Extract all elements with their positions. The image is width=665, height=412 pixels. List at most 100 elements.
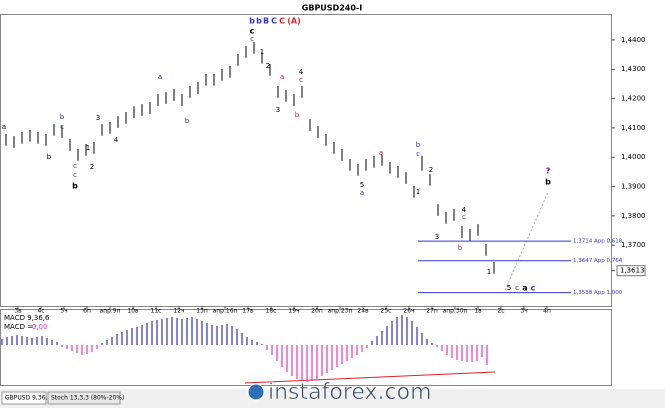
wave-label: B (263, 17, 269, 26)
y-tick-label: 1,4300 (621, 65, 646, 73)
level-label-bg (571, 256, 611, 265)
x-tick-label: апр.30п (443, 308, 468, 315)
x-tick-label: 18с (266, 308, 277, 315)
tab-bar (0, 389, 665, 408)
x-tick-label: 20п (311, 308, 323, 315)
tab-label[interactable]: GBPUSD 9,36,6 (5, 395, 51, 402)
wave-label: c (299, 76, 303, 84)
x-tick-label: 12ч (173, 308, 184, 315)
wave-label: c (531, 284, 536, 293)
wave-label: 1 (487, 268, 491, 276)
wave-label: b (47, 153, 52, 161)
macd-value-name: MACD = (4, 323, 33, 331)
wave-label: a (379, 149, 383, 157)
level-label: 1,3714 App 0,618 (573, 239, 623, 245)
x-tick-label: 19ч (288, 308, 299, 315)
x-tick-label: 24в (357, 308, 369, 315)
wave-label: a (158, 73, 162, 81)
wave-label: C (279, 17, 285, 26)
wave-label: c (60, 123, 64, 131)
wave-label: 5 (507, 284, 511, 292)
wave-label: 1 (416, 188, 420, 196)
level-label: 1,3538 App 1,000 (573, 290, 623, 296)
y-tick-label: 1,3800 (621, 212, 646, 220)
x-tick-label: 27п (426, 308, 438, 315)
level-label-bg (571, 288, 611, 297)
wave-label: 4 (462, 206, 467, 214)
level-label: 1,3647 App 0,764 (573, 258, 623, 264)
y-tick-label: 1,4400 (621, 36, 646, 44)
wave-label: c (515, 284, 519, 292)
wave-label: 3 (96, 114, 100, 122)
wave-label: 5 (360, 181, 364, 189)
y-tick-label: 1,3700 (621, 241, 646, 249)
level-label-bg (571, 237, 611, 246)
wave-label: 2 (266, 62, 270, 70)
wave-label: a (280, 73, 284, 81)
x-tick-label: 4п (543, 308, 551, 315)
x-tick-label: 25с (381, 308, 392, 315)
watermark: instaforex.com (268, 380, 432, 405)
wave-label: b (256, 17, 262, 26)
wave-label: 2 (429, 166, 433, 174)
macd-name: MACD 9,36,6 (4, 314, 50, 322)
wave-label: b (545, 178, 551, 187)
wave-label: c (250, 35, 254, 43)
macd-panel (0, 309, 612, 386)
x-tick-label: 11с (151, 308, 162, 315)
price-panel (0, 14, 612, 307)
wave-label: b (295, 111, 300, 119)
wave-label: c (73, 162, 77, 170)
y-tick-label: 1,4200 (621, 95, 646, 103)
wave-label: 1 (260, 48, 264, 56)
x-tick-label: апр.9п (99, 308, 120, 315)
wave-label: b (72, 182, 78, 191)
wave-label: a (522, 284, 527, 293)
wave-label: c (462, 213, 466, 221)
x-tick-label: 17в (242, 308, 254, 315)
wave-label: b (249, 17, 255, 26)
wave-label: 3 (276, 106, 280, 114)
wave-label: 4 (299, 68, 304, 76)
x-tick-label: 1в (474, 308, 482, 315)
x-tick-label: 4с (37, 308, 44, 315)
tab[interactable] (47, 391, 121, 405)
y-tick-label: 1,4100 (621, 124, 646, 132)
wave-label: C (271, 17, 277, 26)
wave-label: b (416, 141, 421, 149)
wave-label: (A) (287, 17, 301, 26)
x-tick-label: 5ч (60, 308, 67, 315)
x-tick-label: апр.16п (213, 308, 238, 315)
wave-label: a (360, 189, 364, 197)
y-tick-label: 1,4000 (621, 153, 646, 161)
watermark-logo (247, 383, 265, 401)
wave-label: c (250, 27, 255, 36)
wave-label: b (458, 244, 463, 252)
wave-label: b (185, 117, 190, 125)
x-tick-label: 3в (14, 308, 22, 315)
wave-label: 3 (435, 233, 439, 241)
wave-label: c (416, 150, 420, 158)
x-tick-label: апр.23п (328, 308, 353, 315)
x-tick-label: 6п (83, 308, 91, 315)
chart-title: GBPUSD240-I (302, 4, 362, 13)
wave-label: 1 (86, 144, 90, 152)
wave-label: c (73, 171, 77, 179)
wave-label: a (2, 123, 6, 131)
current-price-label: 1,3613 (620, 267, 645, 275)
wave-label: 4 (114, 136, 119, 144)
x-tick-label: 26ч (403, 308, 414, 315)
x-tick-label: 3ч (520, 308, 527, 315)
tab[interactable] (1, 391, 47, 405)
current-price-box (616, 265, 646, 277)
wave-label: ? (546, 167, 551, 176)
tab-label[interactable]: Stoch 13,3,3 (80%-20%) (51, 395, 124, 402)
x-tick-label: 10в (127, 308, 139, 315)
x-tick-label: 13п (196, 308, 208, 315)
wave-label: b (60, 113, 65, 121)
wave-label: 2 (90, 163, 94, 171)
divergence-line (244, 371, 496, 384)
y-tick-label: 1,3900 (621, 183, 646, 191)
